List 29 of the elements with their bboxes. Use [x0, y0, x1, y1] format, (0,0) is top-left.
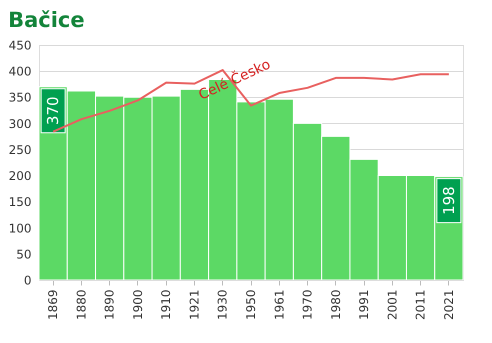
x-tick-label: 1921 [187, 290, 202, 320]
y-tick-label: 0 [24, 274, 32, 288]
x-tick-label: 1880 [74, 290, 88, 320]
x-tick-label: 1980 [328, 290, 343, 320]
x-tick-label: 1900 [130, 290, 145, 320]
y-tick-label: 150 [8, 195, 32, 210]
x-tick-label: 1991 [357, 290, 372, 320]
y-tick-label: 300 [8, 116, 32, 131]
y-tick-label: 350 [8, 90, 32, 105]
x-tick-label: 1890 [102, 290, 117, 320]
data-label: 198 [440, 186, 458, 215]
y-tick-label: 450 [8, 38, 32, 52]
x-tick-label: 2001 [385, 290, 400, 320]
y-tick-label: 100 [8, 221, 32, 236]
x-tick-label: 2011 [414, 290, 428, 320]
x-tick-label: 2021 [442, 290, 456, 320]
x-tick-label: 1950 [244, 290, 258, 320]
x-tick-label: 1910 [159, 290, 174, 320]
y-tick-label: 200 [8, 169, 32, 184]
y-tick-label: 250 [8, 142, 32, 157]
text: Celé Česko [196, 56, 274, 104]
y-tick-label: 50 [16, 247, 32, 262]
x-tick-label: 1961 [272, 290, 286, 320]
data-label: 370 [44, 96, 62, 126]
x-tick-label: 1869 [46, 290, 60, 320]
x-tick-label: 1970 [300, 290, 315, 320]
y-tick-label: 400 [8, 64, 32, 79]
x-tick-label: 1930 [216, 290, 230, 320]
chart-title: Bačice [8, 8, 85, 32]
